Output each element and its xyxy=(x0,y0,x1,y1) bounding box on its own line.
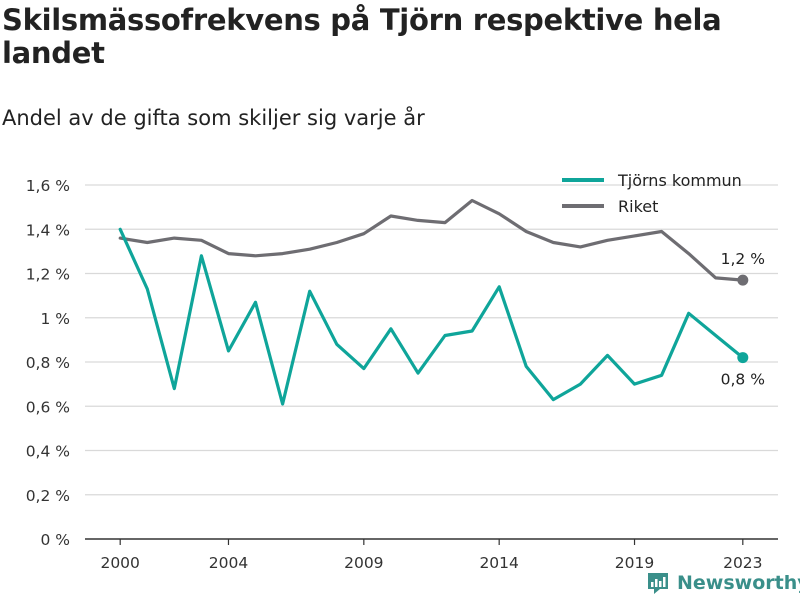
series-line-tjorn xyxy=(118,227,745,406)
data-labels: 1,2 % 0,8 % xyxy=(721,250,765,388)
x-tick-label: 2009 xyxy=(344,554,383,572)
end-value-label: 0,8 % xyxy=(721,371,765,389)
x-tick-label: 2014 xyxy=(479,554,518,572)
y-tick-label: 0,4 % xyxy=(26,443,70,461)
y-tick-label: 0,8 % xyxy=(26,354,70,372)
y-tick-label: 1 % xyxy=(40,310,70,328)
series-lines xyxy=(118,198,749,406)
axes: 0 % 0,2 % 0,4 % 0,6 % 0,8 % 1 % 1,2 % 1,4 % 1,6 … xyxy=(26,177,778,572)
legend-label: Riket xyxy=(618,197,658,216)
series-end-point xyxy=(737,352,749,364)
x-tick-label: 2000 xyxy=(100,554,139,572)
y-tick-label: 1,4 % xyxy=(26,221,70,239)
gridlines xyxy=(85,184,778,496)
y-tick-label: 1,2 % xyxy=(26,266,70,284)
chart-subtitle: Andel av de gifta som skiljer sig varje … xyxy=(2,106,425,130)
series-line-riket xyxy=(118,198,745,282)
brand-name: Newsworthy xyxy=(677,572,800,594)
series-end-point xyxy=(737,274,749,286)
y-tick-label: 1,6 % xyxy=(26,177,70,195)
legend: Tjörns kommun Riket xyxy=(562,171,742,216)
end-value-label: 1,2 % xyxy=(721,250,765,268)
newsworthy-logo-icon xyxy=(648,573,668,594)
x-tick-label: 2019 xyxy=(615,554,654,572)
y-tick-label: 0,6 % xyxy=(26,398,70,416)
x-tick-label: 2004 xyxy=(209,554,248,572)
legend-label: Tjörns kommun xyxy=(617,171,742,190)
brand-logo[interactable]: Newsworthy xyxy=(646,568,800,598)
y-tick-label: 0 % xyxy=(40,531,70,549)
y-tick-label: 0,2 % xyxy=(26,487,70,505)
chart-title: Skilsmässofrekvens på Tjörn respektive h… xyxy=(2,3,722,70)
x-tick-label: 2023 xyxy=(723,554,762,572)
